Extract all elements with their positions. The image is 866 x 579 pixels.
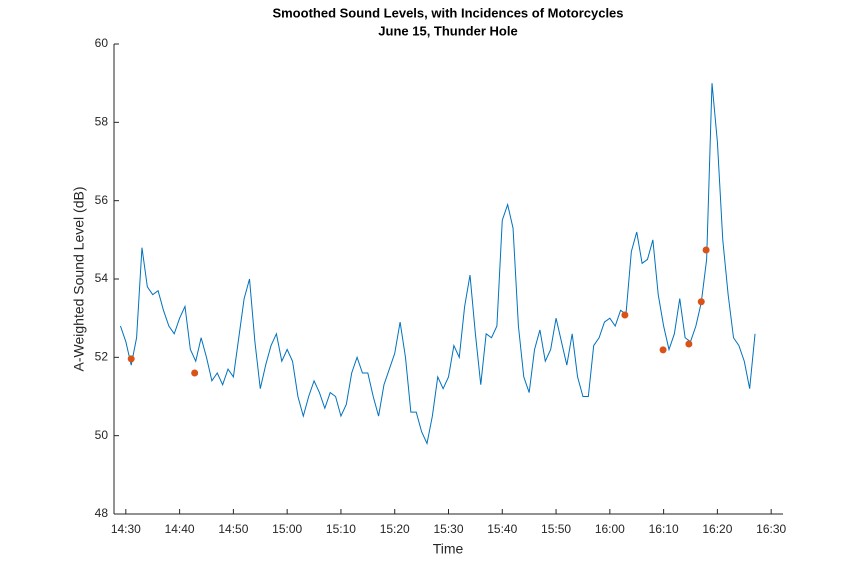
y-tick-label: 54 xyxy=(95,271,109,285)
y-tick-label: 52 xyxy=(95,350,109,364)
data-line xyxy=(119,83,756,446)
x-tick-label: 15:30 xyxy=(433,522,463,536)
y-axis-label: A-Weighted Sound Level (dB) xyxy=(71,187,87,372)
motorcycle-marker xyxy=(697,298,705,306)
x-tick-label: 14:30 xyxy=(111,522,141,536)
x-tick-label: 15:20 xyxy=(380,522,410,536)
x-tick-label: 16:10 xyxy=(649,522,679,536)
y-tick-label: 60 xyxy=(95,36,109,50)
x-tick-label: 15:50 xyxy=(541,522,571,536)
x-tick-label: 16:20 xyxy=(702,522,732,536)
y-tick-label: 56 xyxy=(95,193,109,207)
chart-title: Smoothed Sound Levels, with Incidences o… xyxy=(272,5,623,20)
y-tick-label: 48 xyxy=(95,506,109,520)
motorcycle-marker xyxy=(621,311,629,319)
motorcycle-marker xyxy=(685,340,693,348)
motorcycle-marker xyxy=(191,369,199,377)
x-tick-label: 16:30 xyxy=(756,522,786,536)
chart-subtitle: June 15, Thunder Hole xyxy=(378,23,517,38)
x-tick-label: 14:50 xyxy=(218,522,248,536)
x-tick-label: 16:00 xyxy=(595,522,625,536)
y-tick-label: 50 xyxy=(95,428,109,442)
y-tick-label: 58 xyxy=(95,115,109,129)
motorcycle-marker xyxy=(702,246,710,254)
motorcycle-marker xyxy=(127,355,135,363)
x-tick-label: 15:10 xyxy=(326,522,356,536)
x-axis-label: Time xyxy=(433,541,464,557)
x-tick-label: 15:00 xyxy=(272,522,302,536)
x-tick-label: 14:40 xyxy=(165,522,195,536)
x-tick-label: 15:40 xyxy=(487,522,517,536)
motorcycle-marker xyxy=(659,346,667,354)
